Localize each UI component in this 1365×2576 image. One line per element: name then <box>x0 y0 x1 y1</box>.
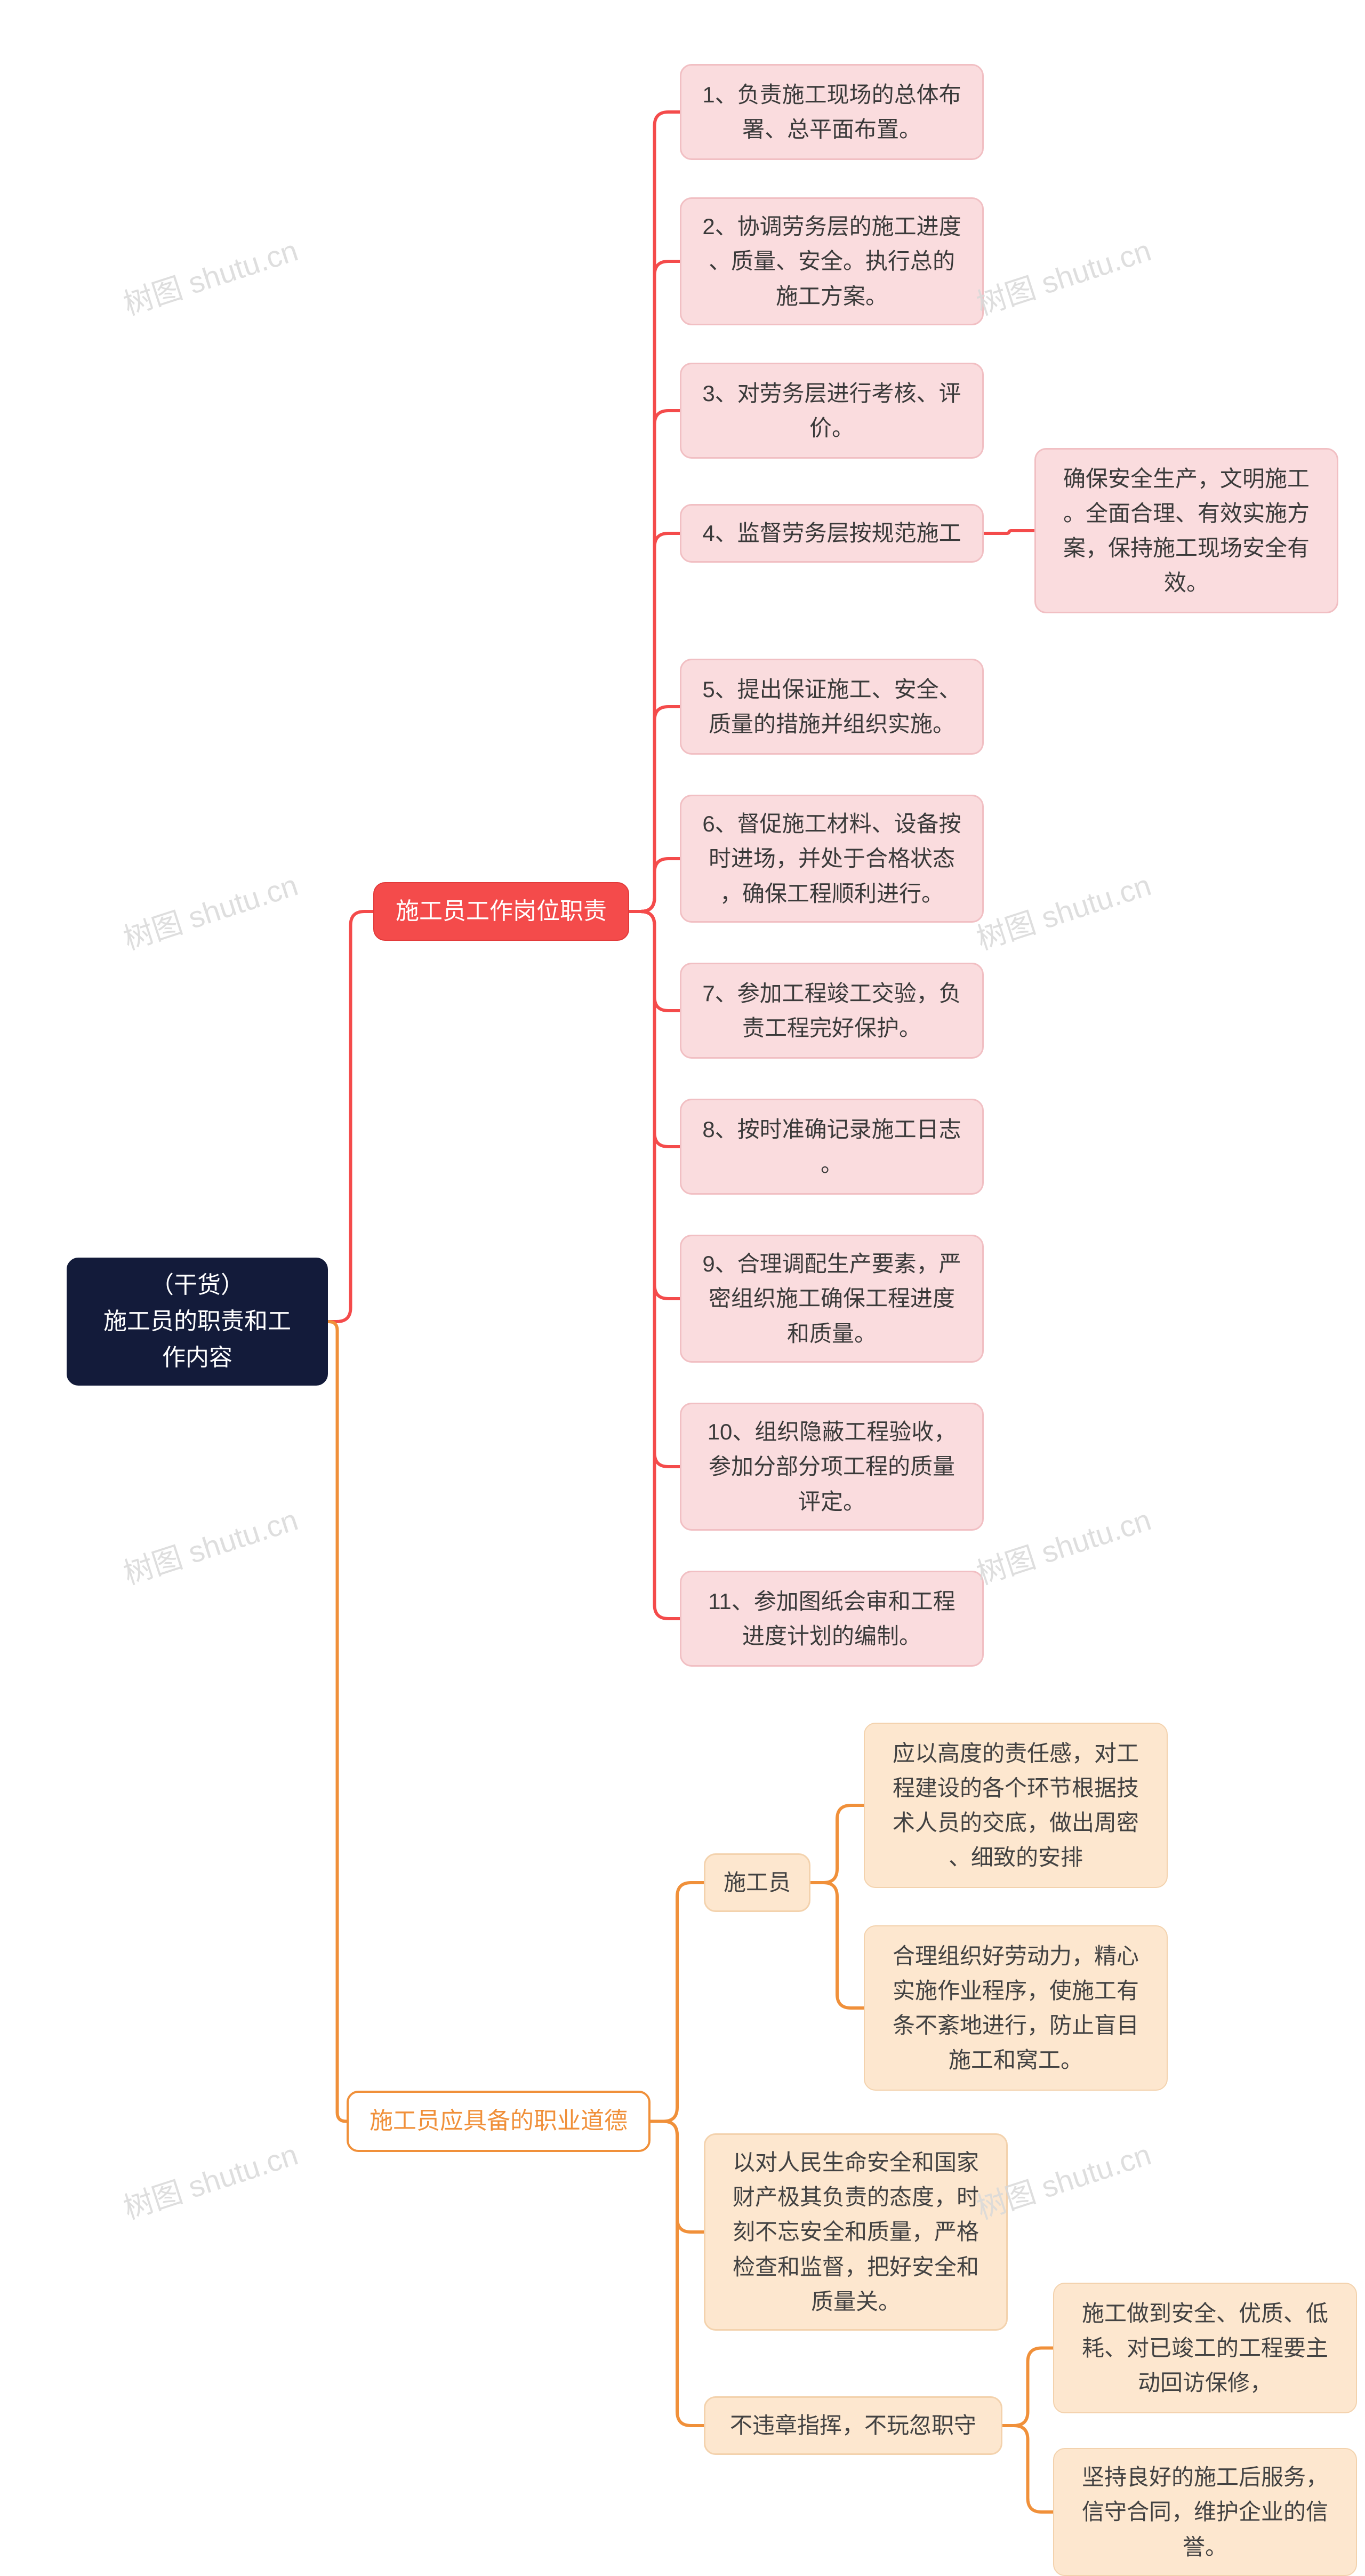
ethics-subitem: 合理组织好劳动力，精心实施作业程序，使施工有条不紊地进行，防止盲目施工和窝工。 <box>864 1925 1168 2091</box>
duty-item: 9、合理调配生产要素，严密组织施工确保工程进度和质量。 <box>680 1235 984 1363</box>
branch-responsibilities: 施工员工作岗位职责 <box>373 882 629 941</box>
ethics-item: 以对人民生命安全和国家财产极其负责的态度，时刻不忘安全和质量，严格检查和监督，把… <box>704 2133 1008 2331</box>
watermark: 树图 shutu.cn <box>970 861 1156 958</box>
ethics-item: 施工员 <box>704 1853 810 1912</box>
duty-item: 5、提出保证施工、安全、质量的措施并组织实施。 <box>680 659 984 755</box>
duty-item: 11、参加图纸会审和工程进度计划的编制。 <box>680 1571 984 1667</box>
ethics-text: 坚持良好的施工后服务，信守合同，维护企业的信誉。 <box>1082 2460 1328 2564</box>
duty-text: 2、协调劳务层的施工进度、质量、安全。执行总的施工方案。 <box>702 209 961 313</box>
ethics-text: 合理组织好劳动力，精心实施作业程序，使施工有条不紊地进行，防止盲目施工和窝工。 <box>893 1939 1139 2077</box>
watermark: 树图 shutu.cn <box>117 861 303 958</box>
watermark: 树图 shutu.cn <box>117 227 303 324</box>
duty-item: 2、协调劳务层的施工进度、质量、安全。执行总的施工方案。 <box>680 197 984 325</box>
duty-text: 4、监督劳务层按规范施工 <box>702 516 961 550</box>
duty-item: 7、参加工程竣工交验，负责工程完好保护。 <box>680 963 984 1059</box>
duty-item: 3、对劳务层进行考核、评价。 <box>680 363 984 459</box>
ethics-text: 不违章指挥，不玩忽职守 <box>730 2408 976 2443</box>
root-label: （干货）施工员的职责和工作内容 <box>103 1267 291 1377</box>
duty-text: 8、按时准确记录施工日志。 <box>702 1112 961 1181</box>
ethics-text: 施工做到安全、优质、低耗、对已竣工的工程要主动回访保修， <box>1082 2296 1328 2400</box>
ethics-text: 以对人民生命安全和国家财产极其负责的态度，时刻不忘安全和质量，严格检查和监督，把… <box>733 2145 979 2318</box>
branch-label: 施工员应具备的职业道德 <box>370 2103 628 2139</box>
duty-text: 10、组织隐蔽工程验收，参加分部分项工程的质量评定。 <box>708 1414 957 1518</box>
duty-subitem: 确保安全生产，文明施工。全面合理、有效实施方案，保持施工现场安全有效。 <box>1034 448 1338 613</box>
duty-item: 6、督促施工材料、设备按时进场，并处于合格状态，确保工程顺利进行。 <box>680 795 984 923</box>
duty-item: 4、监督劳务层按规范施工 <box>680 504 984 563</box>
watermark: 树图 shutu.cn <box>117 2131 303 2228</box>
duty-item: 8、按时准确记录施工日志。 <box>680 1099 984 1195</box>
watermark: 树图 shutu.cn <box>970 227 1156 324</box>
ethics-item: 不违章指挥，不玩忽职守 <box>704 2396 1002 2455</box>
duty-text: 7、参加工程竣工交验，负责工程完好保护。 <box>702 976 961 1045</box>
duty-text: 3、对劳务层进行考核、评价。 <box>702 376 961 445</box>
watermark: 树图 shutu.cn <box>970 1496 1156 1593</box>
duty-text: 11、参加图纸会审和工程进度计划的编制。 <box>708 1584 956 1653</box>
root-node: （干货）施工员的职责和工作内容 <box>67 1258 328 1386</box>
duty-text: 6、督促施工材料、设备按时进场，并处于合格状态，确保工程顺利进行。 <box>702 806 961 910</box>
ethics-text: 应以高度的责任感，对工程建设的各个环节根据技术人员的交底，做出周密、细致的安排 <box>893 1736 1139 1875</box>
ethics-subitem: 施工做到安全、优质、低耗、对已竣工的工程要主动回访保修， <box>1053 2283 1357 2413</box>
duty-item: 1、负责施工现场的总体布署、总平面布置。 <box>680 64 984 160</box>
branch-ethics: 施工员应具备的职业道德 <box>347 2091 651 2152</box>
branch-label: 施工员工作岗位职责 <box>396 893 607 930</box>
duty-text: 1、负责施工现场的总体布署、总平面布置。 <box>702 77 961 147</box>
ethics-subitem: 应以高度的责任感，对工程建设的各个环节根据技术人员的交底，做出周密、细致的安排 <box>864 1723 1168 1888</box>
duty-text: 5、提出保证施工、安全、质量的措施并组织实施。 <box>702 672 961 741</box>
duty-text: 9、合理调配生产要素，严密组织施工确保工程进度和质量。 <box>702 1246 961 1350</box>
ethics-text: 施工员 <box>724 1865 791 1900</box>
duty-item: 10、组织隐蔽工程验收，参加分部分项工程的质量评定。 <box>680 1403 984 1531</box>
watermark: 树图 shutu.cn <box>117 1496 303 1593</box>
ethics-subitem: 坚持良好的施工后服务，信守合同，维护企业的信誉。 <box>1053 2448 1357 2576</box>
duty-text: 确保安全生产，文明施工。全面合理、有效实施方案，保持施工现场安全有效。 <box>1063 461 1310 600</box>
